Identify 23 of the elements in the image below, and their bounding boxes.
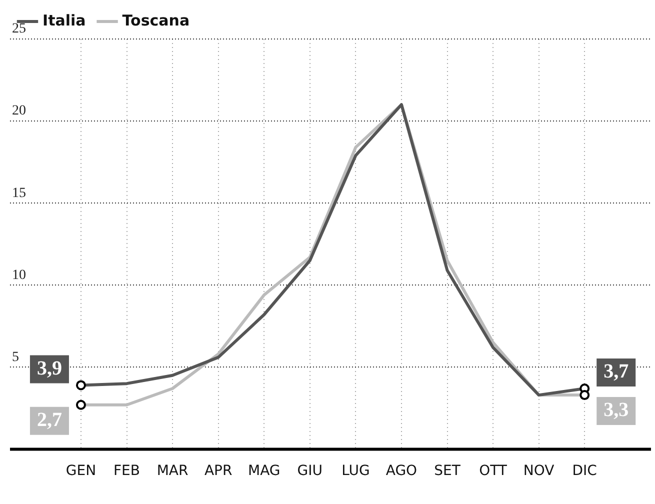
data-label: 3,7 [604, 360, 629, 383]
x-tick-label: GIU [297, 463, 323, 480]
x-tick-label: GEN [66, 463, 96, 480]
x-tick-label: MAG [248, 463, 280, 480]
x-tick-label: APR [204, 463, 232, 480]
x-tick-label: FEB [113, 463, 140, 480]
legend-label: Toscana [122, 11, 190, 30]
x-tick-label: DIC [572, 463, 598, 480]
x-tick-label: SET [434, 463, 461, 480]
x-tick-label: AGO [386, 463, 418, 480]
y-tick-label: 10 [12, 268, 26, 283]
data-label: 2,7 [36, 409, 62, 432]
x-tick-label: NOV [523, 463, 555, 480]
data-label: 3,9 [36, 357, 62, 380]
x-tick-label: OTT [479, 463, 508, 480]
y-tick-label: 5 [12, 350, 19, 365]
y-tick-label: 20 [12, 104, 26, 119]
legend-label: Italia [42, 11, 86, 30]
data-label: 3,3 [604, 399, 629, 422]
y-tick-label: 25 [12, 22, 26, 37]
x-tick-label: LUG [342, 463, 370, 480]
x-tick-label: MAR [156, 463, 188, 480]
y-tick-label: 15 [12, 186, 26, 201]
